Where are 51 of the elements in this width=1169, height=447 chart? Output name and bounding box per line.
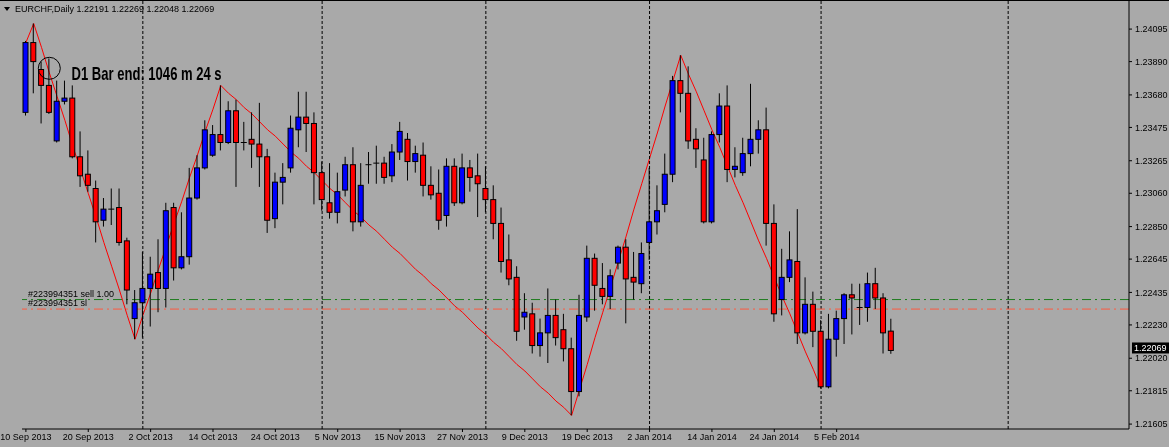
candlestick [77, 130, 84, 188]
ref-line-label: #223994351 sell 1.00 [28, 288, 115, 299]
candlestick [365, 151, 373, 185]
x-tick-label: 24 Oct 2013 [250, 432, 300, 442]
x-tick-label: 27 Nov 2013 [436, 432, 488, 442]
y-tick-label: 1.21815 [1135, 385, 1168, 396]
candlestick [466, 159, 473, 193]
y-tick-label: 1.22020 [1135, 353, 1168, 364]
y-tick-label: 1.22230 [1135, 320, 1168, 331]
candlestick [84, 149, 91, 193]
x-tick-label: 15 Nov 2013 [374, 432, 426, 442]
y-tick-label: 1.21605 [1135, 419, 1168, 430]
candlestick [388, 143, 395, 183]
candlestick [731, 146, 738, 178]
x-tick-label: 9 Dec 2013 [501, 432, 548, 442]
candlestick [848, 283, 855, 335]
y-tick-label: 1.23890 [1135, 56, 1168, 67]
y-tick-label: 1.22435 [1135, 287, 1168, 298]
candlestick [474, 153, 481, 218]
candlestick [537, 318, 544, 358]
y-tick-label: 1.22850 [1135, 221, 1168, 232]
annotation: D1 Bar end: 1046 m 24 s [71, 63, 222, 84]
x-tick-label: 5 Feb 2014 [813, 432, 860, 442]
candlestick [381, 156, 388, 185]
y-tick-label: 1.24095 [1135, 24, 1168, 35]
x-tick-label: 14 Jan 2014 [687, 432, 737, 442]
y-tick-label: 1.23060 [1135, 188, 1168, 199]
ref-line-label: #223994351 sl [28, 298, 88, 309]
candlestick [887, 318, 894, 355]
candlestick [841, 292, 848, 345]
x-tick-label: 14 Oct 2013 [188, 432, 238, 442]
text: 1.22069 [1134, 343, 1167, 354]
y-tick-label: 1.22645 [1135, 254, 1168, 265]
x-tick-label: 5 Nov 2013 [314, 432, 361, 442]
x-tick-label: 19 Dec 2013 [561, 432, 613, 442]
y-tick-label: 1.23265 [1135, 155, 1168, 166]
candlestick [279, 162, 286, 205]
chart-title: EURCHF,Daily 1.22191 1.22269 1.22048 1.22069 [15, 4, 215, 14]
x-tick-label: 20 Sep 2013 [62, 432, 114, 442]
x-tick-label: 10 Sep 2013 [0, 432, 52, 442]
x-tick-label: 24 Jan 2014 [749, 432, 800, 442]
candlestick [427, 165, 434, 201]
x-tick-label: 2 Jan 2014 [627, 432, 672, 442]
candlestick [614, 245, 621, 270]
y-tick-label: 1.23680 [1135, 90, 1168, 101]
candlestick [653, 184, 660, 236]
x-tick-label: 2 Oct 2013 [128, 432, 173, 442]
candlestick [692, 127, 699, 169]
candlestick [155, 238, 162, 313]
candlestick [372, 145, 380, 185]
y-tick-label: 1.23475 [1135, 122, 1168, 133]
